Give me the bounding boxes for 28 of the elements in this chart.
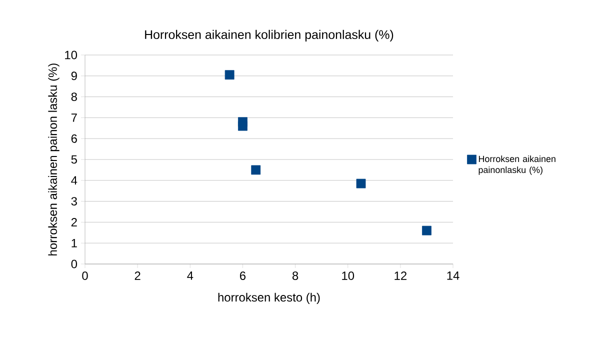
y-tick-label: 0	[71, 260, 78, 268]
point	[422, 226, 432, 236]
y-tick-label: 1	[72, 238, 77, 248]
chart-title: Horroksen aikainen kolibrien painonlasku (%)	[145, 30, 394, 42]
y-tick-label: 7	[71, 114, 77, 122]
y-tick-label: 3	[71, 197, 77, 206]
x-axis-title: horroksen kesto (h)	[218, 292, 320, 304]
y-tick-label: 10	[65, 50, 78, 60]
y-tick-label: 2	[71, 218, 77, 226]
x-tick-label: 4	[187, 272, 194, 280]
y-tick-label: 4	[71, 176, 78, 185]
point	[224, 70, 234, 80]
x-tick-label: 12	[394, 272, 406, 280]
point	[238, 121, 248, 131]
y-tick-label: 6	[71, 134, 77, 143]
y-tick-label: 9	[71, 72, 77, 80]
y-tick-label: 8	[71, 92, 77, 102]
y-tick-label: 5	[71, 155, 77, 164]
x-tick-label: 0	[82, 272, 88, 280]
legend-label: Horroksen aikainen painonlasku (%)	[478, 156, 556, 175]
y-axis-title: horroksen aikainen painon lasku (%)	[48, 64, 60, 256]
point	[251, 165, 261, 175]
x-tick-label: 8	[292, 272, 298, 280]
x-tick-label: 14	[447, 272, 460, 280]
point	[356, 178, 366, 188]
x-tick-label: 10	[342, 272, 354, 280]
x-tick-label: 6	[240, 272, 246, 280]
x-tick-label: 2	[134, 272, 140, 280]
